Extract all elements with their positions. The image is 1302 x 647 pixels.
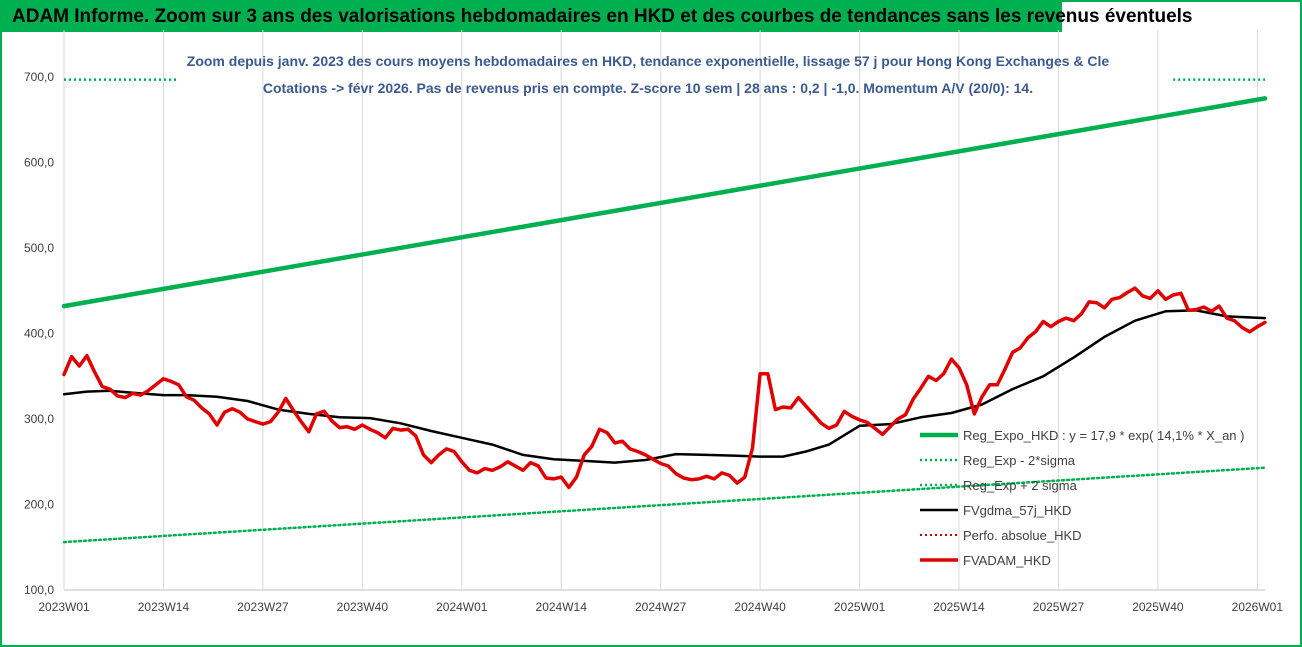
series-line-reg_minus: [62, 466, 1267, 544]
x-tick-label: 2023W01: [38, 600, 90, 614]
y-tick-label: 300,0: [24, 412, 54, 426]
legend-label-fv57: FVgdma_57j_HKD: [963, 503, 1071, 518]
page-title: ADAM Informe. Zoom sur 3 ans des valoris…: [2, 2, 1193, 32]
x-tick-label: 2023W14: [138, 600, 190, 614]
y-tick-label: 700,0: [24, 70, 54, 84]
x-tick-label: 2023W27: [237, 600, 289, 614]
legend-label-reg_minus: Reg_Exp - 2*sigma: [963, 453, 1076, 468]
grid: [63, 30, 1265, 591]
y-tick-label: 200,0: [24, 498, 54, 512]
series-lines: [61, 78, 1268, 544]
x-tick-label: 2024W14: [536, 600, 588, 614]
y-tick-label: 100,0: [24, 583, 54, 597]
x-tick-label: 2025W14: [933, 600, 985, 614]
y-axis-ticks: 100,0 200,0 300,0 400,0 500,0 600,0 700,0: [24, 70, 54, 597]
x-tick-label: 2025W40: [1132, 600, 1184, 614]
x-tick-label: 2025W27: [1033, 600, 1085, 614]
y-tick-label: 600,0: [24, 156, 54, 170]
legend: Reg_Expo_HKD : y = 17,9 * exp( 14,1% * X…: [920, 428, 1244, 568]
x-tick-label: 2026W01: [1232, 600, 1284, 614]
x-tick-label: 2024W40: [734, 600, 786, 614]
chart-subtitle-line-1: Zoom depuis janv. 2023 des cours moyens …: [187, 53, 1110, 69]
legend-label-adam: FVADAM_HKD: [963, 553, 1051, 568]
legend-label-perfo: Perfo. absolue_HKD: [963, 528, 1082, 543]
x-tick-label: 2024W01: [436, 600, 488, 614]
series-line-reg: [61, 96, 1268, 309]
legend-label-reg: Reg_Expo_HKD : y = 17,9 * exp( 14,1% * X…: [963, 428, 1244, 443]
y-tick-label: 400,0: [24, 327, 54, 341]
y-tick-label: 500,0: [24, 241, 54, 255]
x-axis-ticks: 2023W01 2023W14 2023W27 2023W40 2024W01 2024W…: [38, 600, 1283, 614]
series-line-adam: [62, 286, 1267, 490]
series-line-fv57: [62, 309, 1267, 464]
x-tick-label: 2025W01: [834, 600, 886, 614]
x-tick-label: 2024W27: [635, 600, 687, 614]
x-tick-label: 2023W40: [337, 600, 389, 614]
legend-label-reg_plus: Reg_Exp + 2 sigma: [963, 478, 1078, 493]
chart-subtitle-line-2: Cotations -> févr 2026. Pas de revenus p…: [263, 80, 1033, 96]
